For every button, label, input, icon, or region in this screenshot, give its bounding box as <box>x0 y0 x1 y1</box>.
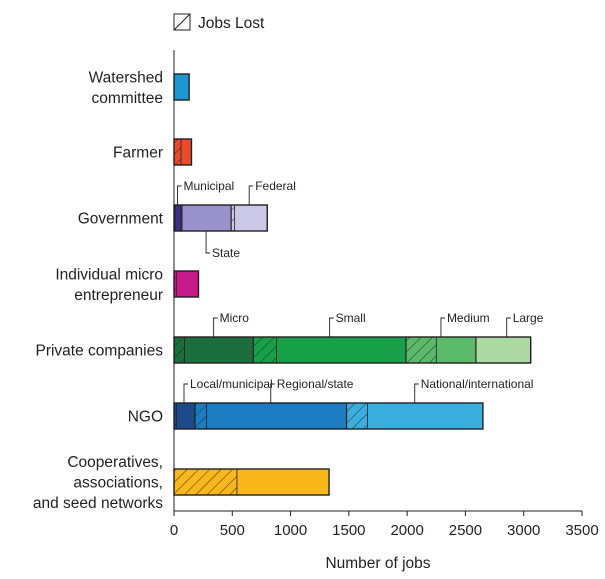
bar-segment <box>231 205 268 231</box>
segment-label: Large <box>513 311 544 325</box>
segment-label: Regional/state <box>277 377 354 391</box>
segment-label-leader <box>270 383 275 403</box>
x-tick-label: 500 <box>220 522 245 539</box>
bar-outline <box>173 138 193 166</box>
bar-segment <box>253 337 406 363</box>
category-label-line: Private companies <box>35 343 163 360</box>
bar-outline <box>173 402 484 430</box>
category-label: Farmer <box>113 145 163 162</box>
segment-label-leader <box>440 317 445 337</box>
category-label-line: Cooperatives, <box>67 454 163 471</box>
x-axis-title: Number of jobs <box>325 555 430 572</box>
segment-label: Local/municipal <box>190 377 273 391</box>
bar-segment <box>174 337 254 363</box>
x-axis-ticks: 0 500 1000 1500 2000 2500 3000 3500 <box>170 511 599 539</box>
x-tick-label: 1500 <box>332 522 365 539</box>
bar-segment <box>174 74 190 100</box>
category-label-line: committee <box>92 90 164 107</box>
bar-segment-jobs-lost <box>405 337 437 363</box>
segment-label: Micro <box>220 311 250 325</box>
bar-segment-jobs-lost <box>231 205 235 231</box>
x-tick-label: 0 <box>170 522 178 539</box>
segment-label-leader <box>506 317 511 337</box>
segment-labels: Municipal State Federal Micro Small Medium Lar… <box>177 179 544 403</box>
bar-segment-jobs-lost <box>174 139 181 165</box>
bar-segment-jobs-lost <box>174 469 237 495</box>
legend: Jobs Lost <box>173 13 265 32</box>
category-label-line: and seed networks <box>33 495 163 512</box>
segment-label: Municipal <box>183 179 234 193</box>
segment-label: National/international <box>421 377 534 391</box>
category-label-line: Watershed <box>89 69 163 86</box>
x-tick-label: 2000 <box>390 522 423 539</box>
category-label: Watershed committee <box>89 69 163 107</box>
bar-segment <box>174 271 199 297</box>
category-label: Government <box>78 211 164 228</box>
bar-outline <box>173 336 532 364</box>
bar-segment <box>180 205 232 231</box>
bar-segment <box>174 403 195 429</box>
category-label: Private companies <box>35 343 163 360</box>
bar-segment-jobs-lost <box>174 403 177 429</box>
category-label-line: Government <box>78 211 164 228</box>
segment-label-leader <box>248 185 254 205</box>
segment-label-leader <box>183 383 188 403</box>
category-label-line: entrepreneur <box>74 287 163 304</box>
x-tick-label: 3500 <box>565 522 598 539</box>
category-label-line: NGO <box>128 409 163 426</box>
legend-hatch-line <box>173 13 191 31</box>
bars <box>173 73 532 496</box>
x-tick-label: 3000 <box>507 522 540 539</box>
category-label: Individual micro entrepreneur <box>55 266 163 304</box>
bar-segment-jobs-lost <box>174 271 177 297</box>
category-label-line: Individual micro <box>55 266 163 283</box>
segment-label: Federal <box>255 179 296 193</box>
bar-segment <box>194 403 347 429</box>
bar-segment-jobs-lost <box>174 337 185 363</box>
bar-segment <box>346 403 483 429</box>
bar-segment-jobs-lost <box>346 403 368 429</box>
segment-label: State <box>212 246 240 260</box>
segment-label-leader <box>205 231 211 254</box>
segment-label-leader <box>329 317 334 337</box>
bar-segment <box>174 205 181 231</box>
segment-label-leader <box>414 383 419 403</box>
x-tick-label: 1000 <box>274 522 307 539</box>
segment-label: Small <box>336 311 366 325</box>
bar-segment-jobs-lost <box>253 337 277 363</box>
bar-outline <box>173 468 330 496</box>
bar-outline <box>173 270 200 298</box>
bar-segment-jobs-lost <box>194 403 207 429</box>
segment-label-leader <box>213 317 218 337</box>
bar-segment <box>475 337 531 363</box>
legend-label: Jobs Lost <box>198 15 265 32</box>
category-labels: Watershed committee Farmer Government Indivi… <box>33 69 164 512</box>
bar-outline <box>173 73 190 101</box>
category-label: Cooperatives, associations, and seed netwo… <box>33 454 163 512</box>
segment-label: Medium <box>447 311 490 325</box>
category-label-line: Farmer <box>113 145 163 162</box>
bar-outline <box>173 204 268 232</box>
x-tick-label: 2500 <box>449 522 482 539</box>
segment-label-leader <box>177 185 182 205</box>
category-label: NGO <box>128 409 163 426</box>
category-label-line: associations, <box>73 475 163 492</box>
